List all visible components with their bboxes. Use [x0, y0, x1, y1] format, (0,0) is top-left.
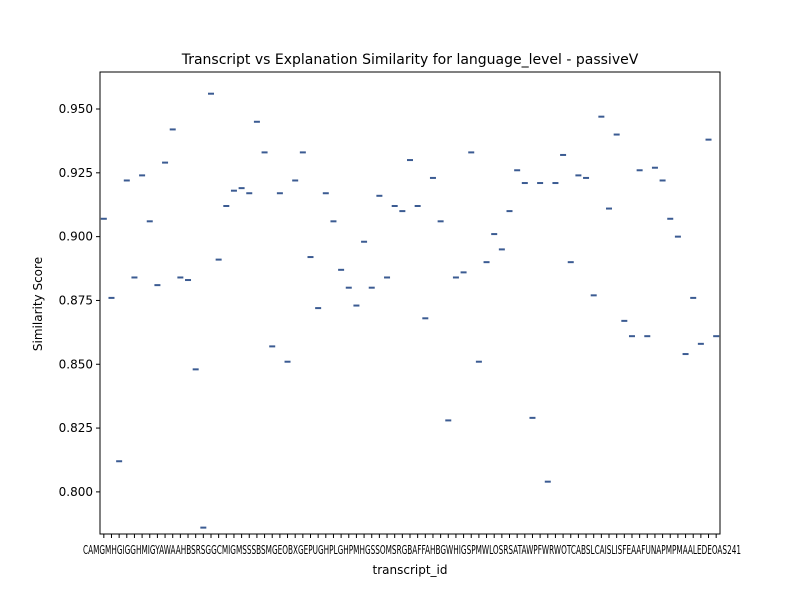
x-tick-labels: CAMGMHGIGGHMIGYAWAAHBSRSGGCMIGMSSSBSMGEO…	[83, 543, 741, 557]
y-tick-label: 0.950	[59, 102, 93, 116]
chart-title: Transcript vs Explanation Similarity for…	[181, 52, 639, 68]
plot-frame	[99, 71, 721, 535]
y-tick-label: 0.850	[59, 357, 93, 371]
y-axis-label: Similarity Score	[31, 257, 45, 351]
plot-area	[99, 71, 721, 535]
x-axis: CAMGMHGIGGHMIGYAWAAHBSRSGGCMIGMSSSBSMGEO…	[83, 534, 741, 557]
x-axis-label: transcript_id	[373, 563, 448, 577]
y-tick-label: 0.875	[59, 293, 93, 307]
y-tick-label: 0.900	[59, 230, 93, 244]
y-tick-label: 0.925	[59, 166, 93, 180]
y-tick-label: 0.825	[59, 421, 93, 435]
y-tick-label: 0.800	[59, 485, 93, 499]
y-axis: 0.800 0.825 0.850 0.875 0.900 0.925 0.950	[59, 102, 100, 499]
